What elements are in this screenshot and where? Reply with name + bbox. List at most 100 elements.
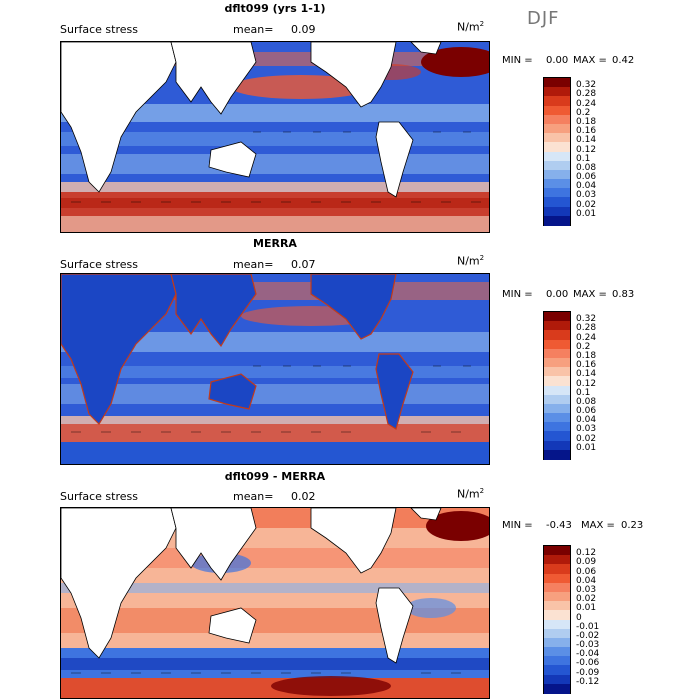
- colorbar-segment: [544, 564, 570, 575]
- panel-2-min-value: 0.00: [546, 289, 569, 300]
- colorbar-segment: [544, 169, 570, 180]
- colorbar-segment: [544, 339, 570, 350]
- colorbar-tick-label: 0.04: [576, 575, 597, 586]
- colorbar-tick-label: 0.14: [576, 369, 597, 380]
- colorbar-segment: [544, 188, 570, 198]
- colorbar-segment: [544, 656, 570, 666]
- colorbar-tick-label: 0.14: [576, 135, 597, 146]
- panel-1-mean-label: mean=: [233, 23, 274, 36]
- colorbar-tick-label: 0.2: [576, 341, 591, 352]
- panel-1-colorbar: [543, 77, 571, 226]
- colorbar-segment: [544, 133, 570, 143]
- colorbar-segment: [544, 197, 570, 208]
- colorbar-tick-label: 0.01: [576, 603, 597, 614]
- colorbar-segment: [544, 151, 570, 162]
- colorbar-tick-label: 0.06: [576, 566, 597, 577]
- colorbar-segment: [544, 683, 570, 694]
- colorbar-tick-label: 0.02: [576, 199, 597, 210]
- colorbar-segment: [544, 179, 570, 189]
- panel-1-field-label: Surface stress: [60, 23, 138, 36]
- colorbar-tick-label: -0.09: [576, 667, 600, 678]
- colorbar-segment: [544, 431, 570, 442]
- colorbar-segment: [544, 348, 570, 359]
- colorbar-tick-label: 0.03: [576, 424, 597, 435]
- colorbar-segment: [544, 367, 570, 377]
- colorbar-segment: [544, 601, 570, 611]
- colorbar-tick-label: 0.01: [576, 442, 597, 453]
- colorbar-segment: [544, 422, 570, 432]
- colorbar-tick-label: 0: [576, 612, 582, 623]
- colorbar-segment: [544, 403, 570, 414]
- colorbar-segment: [544, 546, 570, 556]
- colorbar-segment: [544, 674, 570, 685]
- panel-3-field-label: Surface stress: [60, 490, 138, 503]
- panel-2-mean-value: 0.07: [291, 258, 316, 271]
- panel-2-title: MERRA: [253, 237, 297, 250]
- colorbar-segment: [544, 413, 570, 423]
- colorbar-tick-label: 0.28: [576, 323, 597, 334]
- colorbar-tick-label: 0.06: [576, 172, 597, 183]
- panel-2-field-label: Surface stress: [60, 258, 138, 271]
- colorbar-segment: [544, 78, 570, 88]
- colorbar-tick-label: 0.2: [576, 107, 591, 118]
- colorbar-tick-label: 0.18: [576, 116, 597, 127]
- colorbar-segment: [544, 206, 570, 217]
- colorbar-segment: [544, 555, 570, 565]
- colorbar-tick-label: -0.01: [576, 621, 600, 632]
- colorbar-tick-label: 0.12: [576, 144, 597, 155]
- panel-3-max-label: MAX =: [581, 520, 615, 531]
- colorbar-segment: [544, 449, 570, 460]
- colorbar-tick-label: 0.08: [576, 162, 597, 173]
- colorbar-tick-label: 0.28: [576, 89, 597, 100]
- panel-1-max-label: MAX =: [573, 55, 607, 66]
- colorbar-tick-label: 0.32: [576, 80, 597, 91]
- colorbar-segment: [544, 321, 570, 331]
- colorbar-segment: [544, 637, 570, 648]
- colorbar-segment: [544, 610, 570, 620]
- season-label: DJF: [527, 8, 560, 29]
- colorbar-tick-label: 0.1: [576, 387, 591, 398]
- panel-3-min-value: -0.43: [546, 520, 572, 531]
- panel-2-units: N/m2: [457, 254, 485, 268]
- panel-3-min-label: MIN =: [502, 520, 533, 531]
- panel-1-title: dflt099 (yrs 1-1): [224, 2, 326, 15]
- panel-1-map: [60, 41, 490, 233]
- panel-3-map: [60, 507, 490, 699]
- colorbar-segment: [544, 87, 570, 97]
- panel-2-mean-label: mean=: [233, 258, 274, 271]
- panel-3-units: N/m2: [457, 487, 485, 501]
- panel-3-colorbar: [543, 545, 571, 694]
- colorbar-segment: [544, 440, 570, 451]
- colorbar-segment: [544, 330, 570, 341]
- colorbar-tick-label: -0.12: [576, 676, 600, 687]
- panel-3-title: dflt099 - MERRA: [224, 470, 326, 483]
- panel-1-max-value: 0.42: [612, 55, 635, 66]
- panel-2-max-value: 0.83: [612, 289, 635, 300]
- colorbar-tick-label: -0.06: [576, 658, 600, 669]
- colorbar-segment: [544, 582, 570, 593]
- colorbar-tick-label: 0.03: [576, 190, 597, 201]
- colorbar-tick-label: 0.16: [576, 126, 597, 137]
- colorbar-tick-label: 0.03: [576, 584, 597, 595]
- panel-2-max-label: MAX =: [573, 289, 607, 300]
- colorbar-segment: [544, 628, 570, 639]
- colorbar-segment: [544, 312, 570, 322]
- colorbar-tick-label: 0.12: [576, 548, 597, 559]
- colorbar-segment: [544, 385, 570, 396]
- colorbar-tick-label: 0.32: [576, 314, 597, 325]
- colorbar-segment: [544, 142, 570, 152]
- colorbar-tick-label: 0.16: [576, 360, 597, 371]
- colorbar-segment: [544, 215, 570, 226]
- colorbar-tick-label: 0.04: [576, 181, 597, 192]
- colorbar-tick-label: 0.24: [576, 98, 597, 109]
- colorbar-segment: [544, 96, 570, 107]
- panel-2-min-label: MIN =: [502, 289, 533, 300]
- panel-3-mean-label: mean=: [233, 490, 274, 503]
- colorbar-tick-label: 0.18: [576, 350, 597, 361]
- panel-3-max-value: 0.23: [621, 520, 644, 531]
- panel-1-min-label: MIN =: [502, 55, 533, 66]
- colorbar-segment: [544, 665, 570, 676]
- colorbar-tick-label: -0.03: [576, 640, 600, 651]
- colorbar-segment: [544, 114, 570, 125]
- panel-1-min-value: 0.00: [546, 55, 569, 66]
